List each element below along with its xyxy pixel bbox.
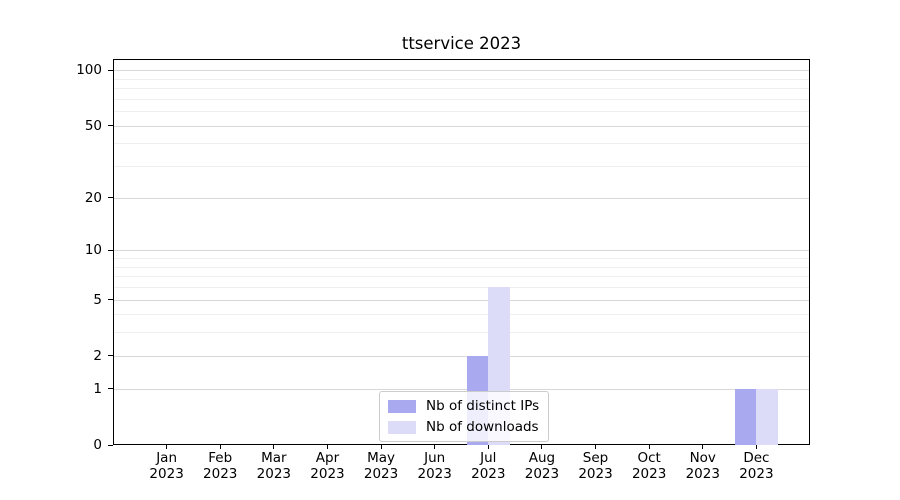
legend-item-downloads: Nb of downloads — [388, 419, 539, 435]
legend-label: Nb of distinct IPs — [426, 398, 540, 414]
x-tick-mark — [487, 445, 489, 449]
x-tick-label: Jul 2023 — [458, 450, 518, 482]
y-gridline-major — [114, 388, 809, 390]
x-tick-label: Apr 2023 — [297, 450, 357, 482]
y-tick-mark — [108, 125, 113, 127]
y-gridline-minor — [114, 78, 809, 80]
y-tick-mark — [108, 388, 113, 390]
y-gridline-minor — [114, 266, 809, 268]
x-tick-label: Dec 2023 — [726, 450, 786, 482]
y-tick-mark — [108, 355, 113, 357]
x-tick-label-line: Aug — [528, 450, 556, 466]
x-tick-label-line: Nov — [689, 450, 716, 466]
legend-swatch-distinct-ips — [388, 399, 416, 413]
x-tick-label-line: Jun — [424, 450, 446, 466]
x-tick-label-line: 2023 — [739, 466, 774, 482]
x-tick-label-line: Mar — [261, 450, 287, 466]
y-tick-label: 100 — [76, 62, 102, 79]
y-tick-label: 2 — [93, 347, 102, 364]
y-gridline-minor — [114, 314, 809, 316]
y-tick-label: 20 — [84, 189, 102, 206]
x-tick-mark — [755, 445, 757, 449]
x-tick-label-line: Jul — [480, 450, 497, 466]
y-gridline-major — [114, 70, 809, 72]
y-tick-label: 10 — [84, 242, 102, 259]
y-gridline-major — [114, 355, 809, 357]
x-tick-label: Feb 2023 — [190, 450, 250, 482]
y-gridline-minor — [114, 166, 809, 168]
y-gridline-minor — [114, 276, 809, 278]
y-gridline-minor — [114, 258, 809, 260]
x-tick-label-line: 2023 — [578, 466, 613, 482]
legend: Nb of distinct IPs Nb of downloads — [379, 391, 550, 442]
x-tick-mark — [434, 445, 436, 449]
x-tick-mark — [541, 445, 543, 449]
x-tick-label-line: 2023 — [417, 466, 452, 482]
bar-downloads — [756, 388, 778, 445]
chart-title: ttservice 2023 — [401, 34, 522, 53]
x-tick-label-line: 2023 — [149, 466, 184, 482]
x-tick-label-line: 2023 — [631, 466, 667, 482]
y-tick-label: 1 — [93, 380, 102, 397]
x-tick-label-line: Dec — [743, 450, 770, 466]
x-tick-label: Nov 2023 — [673, 450, 733, 482]
y-tick-mark — [108, 197, 113, 199]
y-gridline-minor — [114, 143, 809, 145]
x-tick-mark — [595, 445, 597, 449]
x-tick-label-line: Jan — [156, 450, 178, 466]
x-tick-label-line: 2023 — [685, 466, 720, 482]
bar-distinct-ips — [734, 388, 757, 445]
y-tick-label: 0 — [93, 437, 102, 453]
y-gridline-major — [114, 125, 809, 127]
x-tick-label-line: 2023 — [256, 466, 292, 482]
y-gridline-minor — [114, 332, 809, 334]
legend-swatch-downloads — [388, 420, 416, 434]
x-tick-mark — [273, 445, 275, 449]
y-tick-mark — [108, 299, 113, 300]
x-tick-label-line: 2023 — [524, 466, 560, 482]
x-tick-label: Mar 2023 — [244, 450, 304, 482]
plot-area — [113, 59, 810, 445]
y-tick-label: 50 — [84, 117, 102, 134]
x-tick-label-line: Feb — [208, 450, 233, 466]
x-tick-label: Oct 2023 — [619, 450, 679, 482]
x-tick-label-line: Apr — [315, 450, 340, 466]
x-tick-label-line: 2023 — [310, 466, 345, 482]
x-tick-label-line: 2023 — [203, 466, 238, 482]
y-gridline-major — [114, 299, 809, 301]
x-tick-label: May 2023 — [351, 450, 411, 482]
y-gridline-minor — [114, 98, 809, 100]
x-tick-label: Sep 2023 — [566, 450, 626, 482]
x-tick-label-line: Sep — [582, 450, 609, 466]
y-tick-mark — [108, 444, 113, 446]
x-tick-mark — [166, 445, 168, 449]
y-tick-label: 5 — [93, 291, 102, 308]
x-tick-label: Jan 2023 — [137, 450, 197, 482]
x-tick-label-line: 2023 — [471, 466, 506, 482]
x-tick-mark — [702, 445, 704, 449]
x-tick-label-line: Oct — [637, 450, 661, 466]
x-tick-mark — [219, 445, 221, 449]
y-gridline-minor — [114, 286, 809, 288]
y-tick-mark — [108, 249, 113, 251]
y-gridline-minor — [114, 111, 809, 113]
y-gridline-major — [114, 250, 809, 252]
y-tick-mark — [108, 69, 113, 71]
legend-item-distinct-ips: Nb of distinct IPs — [388, 398, 539, 414]
legend-label: Nb of downloads — [426, 419, 539, 435]
x-tick-label-line: 2023 — [363, 466, 399, 482]
x-tick-mark — [648, 445, 650, 449]
x-tick-label: Aug 2023 — [512, 450, 572, 482]
x-tick-mark — [380, 445, 382, 449]
x-tick-label-line: May — [367, 450, 396, 466]
x-tick-label: Jun 2023 — [405, 450, 465, 482]
y-gridline-major — [114, 197, 809, 199]
y-gridline-minor — [114, 88, 809, 90]
x-tick-mark — [326, 445, 328, 449]
